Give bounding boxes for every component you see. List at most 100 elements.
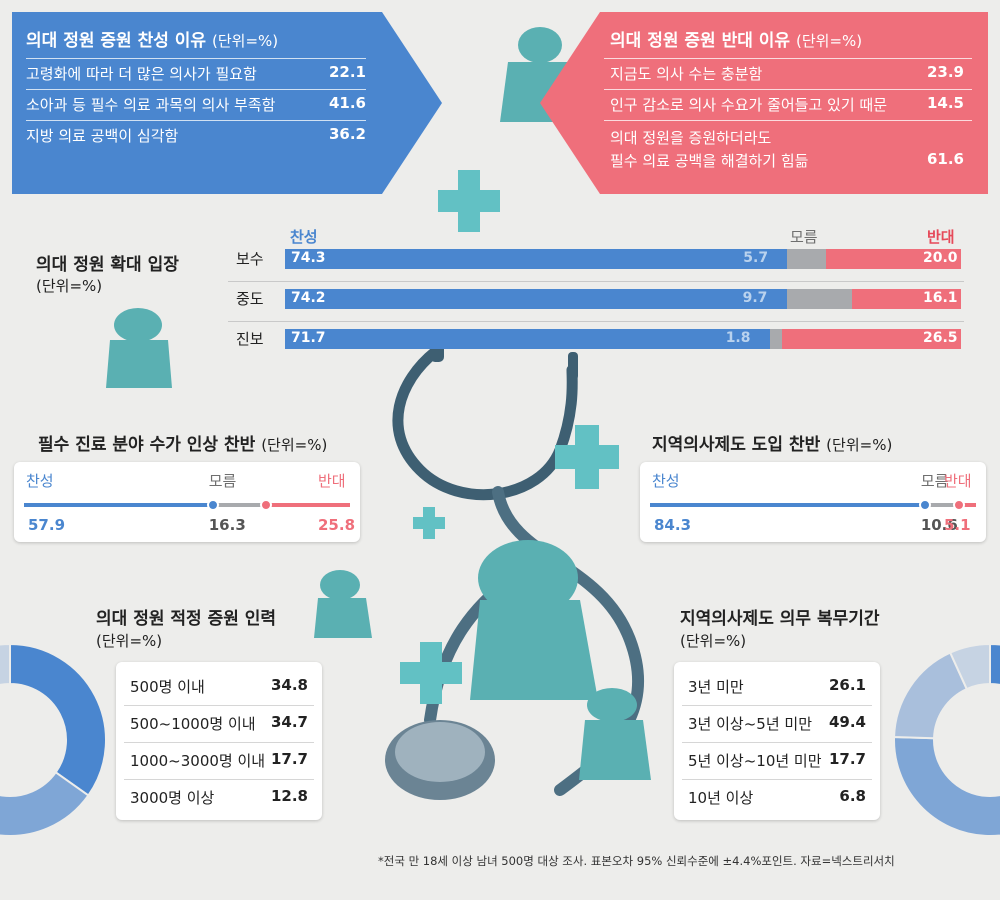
- service-table-card: 3년 미만 26.1 3년 이상~5년 미만 49.4 5년 이상~10년 미만 17.7…: [674, 662, 880, 820]
- medical-cross-icon: [555, 425, 619, 489]
- quota-value: 12.8: [270, 787, 308, 805]
- reason-against-row: 의대 정원을 증원하더라도 필수 의료 공백을 해결하기 힘듦 61.6: [610, 129, 964, 170]
- row-divider: [124, 779, 314, 780]
- service-donut-slice: [989, 642, 1000, 686]
- medical-cross-icon: [413, 507, 445, 539]
- regional-chart-value: 10.6: [920, 516, 958, 534]
- stance-support-value: 71.7: [291, 330, 326, 346]
- person-icon: [579, 688, 651, 780]
- reason-against-row: 지금도 의사 수는 충분함 23.9: [610, 63, 964, 83]
- quota-value: 17.7: [270, 750, 308, 768]
- reasons-for-title: 의대 정원 증원 찬성 이유 (단위=%): [26, 31, 279, 51]
- regional-chart-category-label: 반대: [944, 472, 972, 490]
- stance-bar-support: [285, 329, 770, 349]
- service-value: 6.8: [839, 787, 866, 805]
- service-row: 5년 이상~10년 미만 17.7: [674, 742, 880, 776]
- reasons-for-panel: 의대 정원 증원 찬성 이유 (단위=%) 고령화에 따라 더 많은 의사가 필…: [12, 12, 442, 194]
- regional-chart-category-label: 모름: [920, 472, 949, 490]
- service-row: 3년 미만 26.1: [674, 668, 880, 702]
- fee-chart-segment-support: [24, 503, 213, 507]
- quota-donut-slice: [9, 642, 107, 797]
- stance-bar-oppose: [852, 289, 961, 309]
- medical-cross-icon: [438, 170, 500, 232]
- row-divider: [682, 742, 872, 743]
- person-icon: [314, 570, 372, 638]
- service-label: 10년 이상: [688, 789, 754, 807]
- panel-left-shape: [12, 12, 442, 194]
- quota-label: 3000명 이상: [130, 789, 215, 807]
- quota-value: 34.7: [270, 713, 308, 731]
- fee-chart-card: 찬성 모름 반대 57.9 16.3 25.8: [14, 462, 360, 542]
- stance-oppose-value: 20.0: [923, 250, 958, 266]
- service-chart-title: 지역의사제도 의무 복무기간: [680, 609, 880, 629]
- quota-label: 500명 이내: [130, 678, 205, 696]
- fee-chart-segment-unknown: [212, 503, 266, 507]
- quota-chart-title: 의대 정원 적정 증원 인력: [96, 609, 277, 629]
- stance-chart-unit: (단위=%): [36, 277, 103, 295]
- regional-chart-value: 5.1: [944, 516, 971, 534]
- quota-row: 1000~3000명 이내 17.7: [116, 742, 322, 776]
- stance-support-value: 74.3: [291, 250, 326, 266]
- regional-chart-title: 지역의사제도 도입 찬반 (단위=%): [652, 435, 893, 455]
- quota-label: 1000~3000명 이내: [130, 752, 266, 770]
- stance-unknown-value: 1.8: [725, 330, 751, 346]
- regional-chart-joint-dot: [953, 499, 966, 511]
- stance-bar-support: [285, 249, 788, 269]
- row-divider: [124, 705, 314, 706]
- regional-chart-segment-unknown: [924, 503, 960, 507]
- stance-chart-title: 의대 정원 확대 입장: [36, 255, 179, 275]
- quota-row: 500~1000명 이내 34.7: [116, 705, 322, 739]
- quota-label: 500~1000명 이내: [130, 715, 256, 733]
- service-row: 10년 이상 6.8: [674, 779, 880, 813]
- person-icon: [106, 308, 172, 388]
- reason-for-row: 지방 의료 공백이 심각함 36.2: [26, 125, 366, 145]
- stance-support-value: 74.2: [291, 290, 326, 306]
- service-label: 3년 미만: [688, 678, 744, 696]
- row-divider: [228, 321, 964, 322]
- reason-against-row: 인구 감소로 의사 수요가 줄어들고 있기 때문 14.5: [610, 94, 964, 114]
- stance-bar-unknown: [769, 329, 782, 349]
- service-donut-slice: [893, 735, 1000, 838]
- stance-bar-unknown: [786, 289, 853, 309]
- stance-bar-oppose: [825, 249, 961, 269]
- regional-chart-value: 84.3: [654, 516, 692, 534]
- regional-chart-card: 찬성 모름 반대 84.3 10.6 5.1: [640, 462, 986, 542]
- stance-bar-support: [285, 289, 787, 309]
- fee-chart-category-label: 반대: [318, 472, 346, 490]
- service-donut-slice: [948, 642, 991, 691]
- stance-category-label: 중도: [236, 290, 264, 308]
- fee-chart-title: 필수 진료 분야 수가 인상 찬반 (단위=%): [38, 435, 328, 455]
- service-value: 49.4: [828, 713, 866, 731]
- reasons-against-title: 의대 정원 증원 반대 이유 (단위=%): [610, 31, 863, 51]
- stance-category-label: 진보: [236, 330, 264, 348]
- fee-chart-category-label: 찬성: [26, 472, 54, 490]
- quota-donut-slice: [0, 642, 11, 686]
- fee-chart-value: 25.8: [318, 516, 356, 534]
- quota-chart-unit: (단위=%): [96, 632, 163, 650]
- service-label: 3년 이상~5년 미만: [688, 715, 812, 733]
- legend-support: 찬성: [290, 228, 318, 246]
- panel-right-shape: [540, 12, 988, 194]
- row-divider: [682, 705, 872, 706]
- regional-chart-category-label: 찬성: [652, 472, 680, 490]
- stance-bar-oppose: [781, 329, 961, 349]
- fee-chart-segment-oppose: [265, 503, 350, 507]
- service-row: 3년 이상~5년 미만 49.4: [674, 705, 880, 739]
- stance-oppose-value: 26.5: [923, 330, 958, 346]
- reasons-against-panel: 의대 정원 증원 반대 이유 (단위=%) 지금도 의사 수는 충분함 23.9 …: [540, 12, 988, 194]
- row-divider: [124, 742, 314, 743]
- person-icon: [470, 540, 598, 700]
- service-value: 17.7: [828, 750, 866, 768]
- regional-chart-segment-oppose: [959, 503, 976, 507]
- quota-donut-slice: [0, 770, 90, 837]
- stance-oppose-value: 16.1: [923, 290, 958, 306]
- stance-bar-unknown: [787, 249, 826, 269]
- reason-for-row: 소아과 등 필수 의료 과목의 의사 부족함 41.6: [26, 94, 366, 114]
- reason-for-row: 고령화에 따라 더 많은 의사가 필요함 22.1: [26, 63, 366, 83]
- stance-category-label: 보수: [236, 250, 264, 268]
- legend-unknown: 모름: [790, 228, 818, 246]
- row-divider: [228, 281, 964, 282]
- fee-chart-value: 57.9: [28, 516, 66, 534]
- regional-chart-segment-support: [650, 503, 925, 507]
